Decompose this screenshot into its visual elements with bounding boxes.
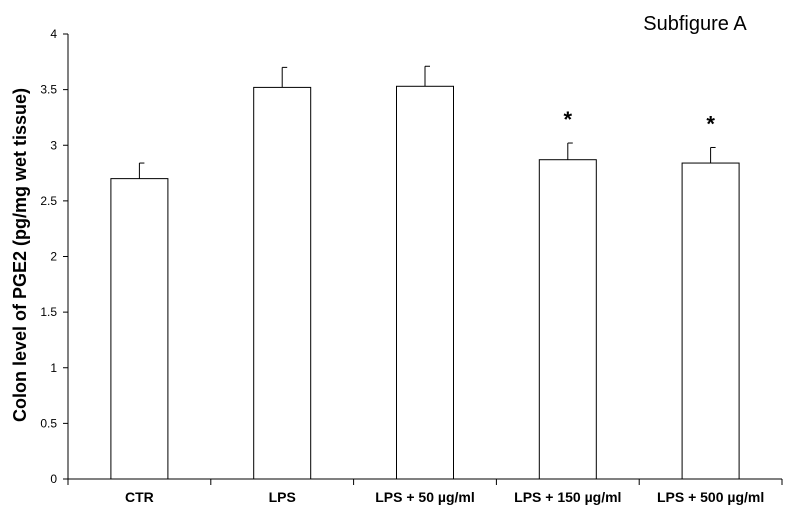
bar — [681, 162, 740, 480]
y-tick-label: 1 — [50, 361, 57, 375]
x-ticks — [67, 479, 783, 485]
y-tick-label: 3 — [50, 138, 57, 152]
category-labels: CTR LPS LPS + 50 µg/ml LPS + 150 µg/ml LPS +… — [125, 489, 764, 505]
y-tick-label: 0.5 — [40, 416, 57, 430]
significance-asterisk: * — [564, 107, 573, 132]
bars — [110, 85, 740, 480]
y-tick-label: 0 — [50, 472, 57, 486]
y-tick-label: 3.5 — [40, 83, 57, 97]
chart-title: Subfigure A — [643, 13, 747, 35]
bar — [538, 159, 597, 480]
y-axis-title: Colon level of PGE2 (pg/mg wet tissue) — [10, 88, 30, 422]
significance-marks: * * — [564, 107, 716, 136]
category-label: LPS + 50 µg/ml — [375, 489, 475, 505]
category-label: LPS — [269, 489, 296, 505]
y-tick-label: 1.5 — [40, 305, 57, 319]
category-label: LPS + 500 µg/ml — [657, 489, 764, 505]
error-bars — [138, 65, 716, 179]
y-tick-label: 2 — [50, 250, 57, 264]
category-label: LPS + 150 µg/ml — [514, 489, 621, 505]
bar — [396, 85, 454, 480]
y-ticks: 0 0.5 1 1.5 2 2.5 3 3.5 4 — [40, 27, 68, 486]
bar — [110, 178, 169, 480]
category-label: CTR — [125, 489, 154, 505]
y-tick-label: 4 — [50, 27, 57, 41]
y-tick-label: 2.5 — [40, 194, 57, 208]
bar — [253, 86, 312, 480]
significance-asterisk: * — [706, 111, 715, 136]
